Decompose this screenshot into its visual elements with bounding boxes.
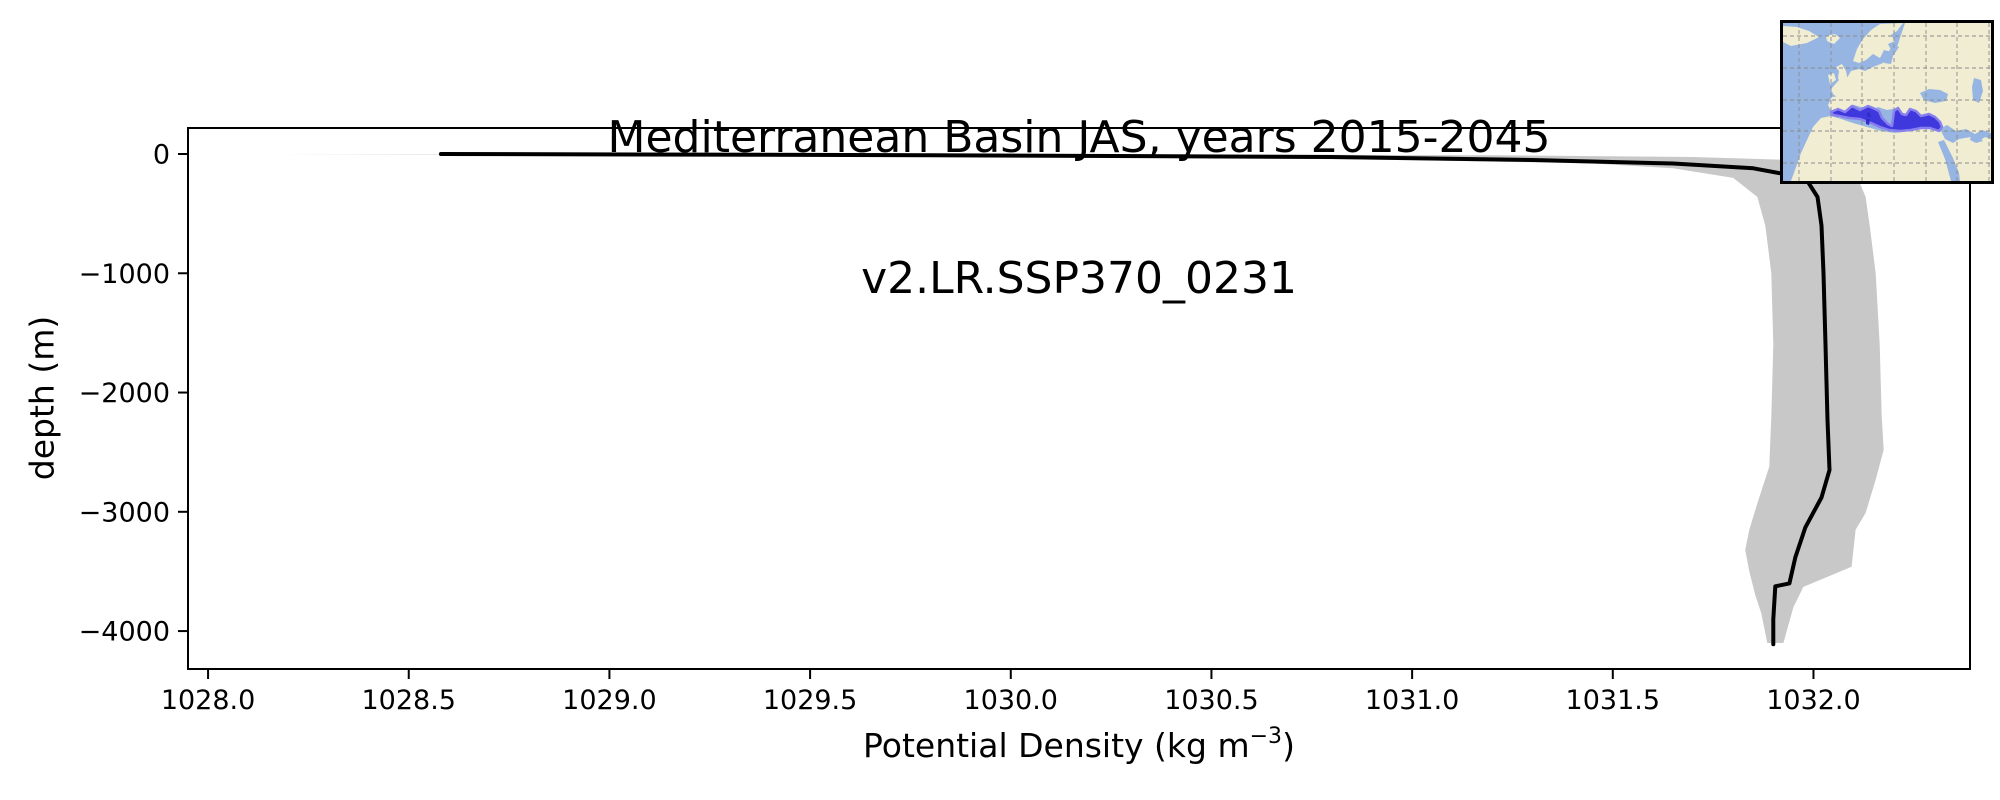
y-axis-title: depth (m) — [22, 315, 62, 481]
mean-profile-line — [438, 152, 1832, 647]
map-land-iceland — [1826, 34, 1840, 44]
x-axis-title-text: Potential Density (kg m — [863, 726, 1250, 765]
x-axis-title: Potential Density (kg m−3) — [188, 724, 1970, 766]
x-tick-label: 1031.0 — [1365, 685, 1459, 716]
map-graticule — [1783, 23, 1991, 181]
map-land-ireland — [1828, 73, 1836, 84]
y-tick-label: 0 — [153, 140, 170, 171]
x-tick-label: 1030.0 — [964, 685, 1058, 716]
chart-title-line2: v2.LR.SSP370_0231 — [861, 253, 1297, 304]
x-tick-label: 1029.5 — [763, 685, 857, 716]
region-inset-map — [1780, 20, 1994, 184]
y-tick-label: −3000 — [79, 497, 170, 528]
x-axis-title-superscript: −3 — [1249, 724, 1283, 749]
y-tick-label: −4000 — [79, 617, 170, 648]
chart-title: Mediterranean Basin JAS, years 2015-2045… — [188, 20, 1970, 396]
map-mediterranean-highlight — [1829, 104, 1944, 133]
map-red-sea — [1938, 140, 1960, 181]
y-tick-label: −1000 — [79, 259, 170, 290]
x-tick-label: 1028.0 — [161, 685, 255, 716]
y-tick-label: −2000 — [79, 378, 170, 409]
map-black-sea — [1920, 89, 1948, 103]
map-land-scandinavia — [1853, 23, 1903, 63]
x-axis-title-close: ) — [1282, 726, 1295, 765]
x-tick-label: 1028.5 — [362, 685, 456, 716]
x-tick-label: 1031.5 — [1566, 685, 1660, 716]
map-island-corsica-sardinia — [1866, 112, 1871, 125]
axes-spines — [187, 127, 1971, 670]
x-tick-label: 1030.5 — [1164, 685, 1258, 716]
chart-title-line1: Mediterranean Basin JAS, years 2015-2045 — [607, 112, 1551, 163]
map-caspian-sea — [1972, 78, 1983, 103]
map-baltic-sea — [1884, 44, 1899, 64]
map-persian-gulf — [1970, 136, 1983, 143]
x-tick-label: 1029.0 — [562, 685, 656, 716]
x-tick-label: 1032.0 — [1766, 685, 1860, 716]
map-land-africa-arabia — [1791, 116, 1991, 181]
